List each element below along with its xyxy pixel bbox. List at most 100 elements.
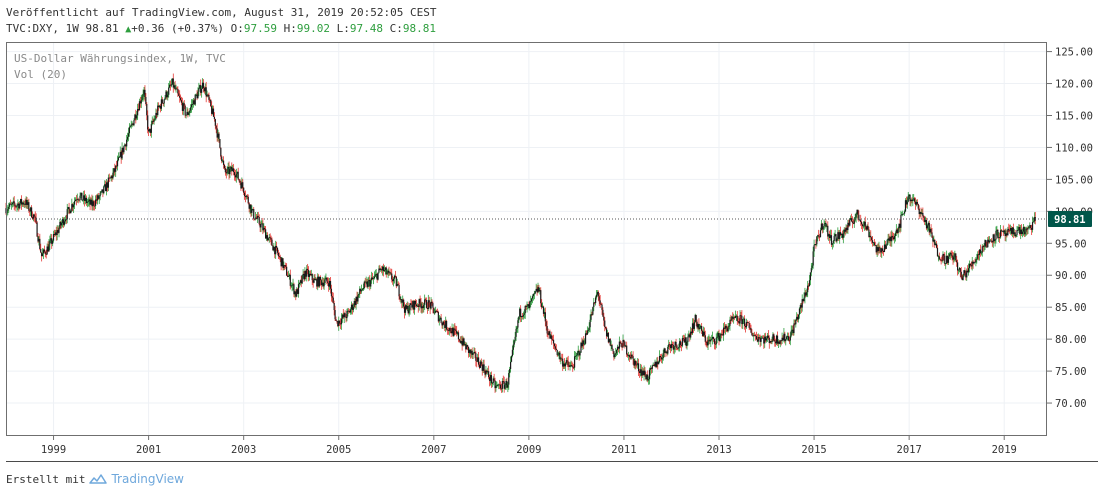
candle-body (79, 195, 81, 200)
candle-body (911, 199, 913, 201)
candle-body (820, 223, 822, 231)
candle-body (424, 299, 426, 305)
candle-body (332, 297, 334, 304)
candle-body (152, 121, 154, 122)
candle-body (1028, 226, 1030, 229)
candle-body (767, 335, 769, 338)
candle-body (986, 246, 988, 248)
candle-body (573, 356, 576, 368)
candle-body (719, 335, 721, 341)
candle-body (258, 216, 260, 224)
candle-body (318, 276, 321, 287)
candle-body (887, 238, 889, 240)
candle-body (653, 365, 655, 366)
candle-body (265, 229, 267, 239)
candle-body (667, 346, 669, 354)
candle-body (516, 327, 518, 329)
candle-body (114, 168, 116, 172)
last-price-badge (1048, 210, 1092, 227)
candle-body (148, 129, 150, 132)
candle-body (45, 253, 47, 255)
candle-body (932, 237, 934, 242)
candle-body (349, 310, 351, 313)
candle-body (198, 88, 200, 92)
candle-body (432, 303, 434, 308)
candle-body (1010, 227, 1013, 234)
candle-body (890, 236, 892, 242)
candle-body (191, 104, 194, 105)
candle-body (155, 112, 157, 119)
candle-body (710, 339, 712, 342)
candle-body (616, 346, 619, 350)
candle-body (244, 196, 247, 198)
candle-body (386, 273, 388, 275)
candle-body (700, 325, 702, 328)
candle-body (254, 218, 256, 220)
candle-body (546, 326, 548, 334)
candle-body (421, 306, 423, 309)
candle-body (103, 186, 105, 194)
candle-body (137, 109, 140, 111)
candle-body (446, 329, 449, 331)
candle-body (210, 99, 212, 107)
candle-body (821, 223, 823, 230)
candle-body (946, 255, 949, 263)
candle-body (853, 220, 855, 224)
candle-body (876, 247, 878, 253)
candle-body (197, 91, 199, 99)
candle-body (403, 299, 405, 307)
candle-body (567, 361, 569, 366)
candle-body (798, 308, 801, 315)
candle-body (582, 340, 584, 347)
candle-body (32, 214, 35, 219)
low-label: L: (336, 22, 350, 35)
candle-body (964, 270, 966, 274)
candle-body (478, 357, 480, 365)
candle-body (725, 325, 727, 329)
candle-body (449, 328, 451, 332)
candle-body (318, 276, 320, 287)
candle-body (566, 360, 568, 362)
candle-body (63, 221, 66, 225)
candle-body (126, 139, 128, 147)
candle-body (220, 147, 222, 157)
candle-body (608, 338, 610, 343)
candle-body (216, 128, 218, 138)
candle-body (962, 275, 964, 280)
candle-body (733, 317, 736, 319)
candle-body (119, 151, 121, 157)
candle-body (650, 368, 652, 369)
y-tick-label: 120.00 (1055, 79, 1093, 91)
y-tick-label: 105.00 (1055, 174, 1093, 186)
candle-body (927, 222, 929, 226)
candle-body (111, 176, 113, 179)
open-label: O: (230, 22, 244, 35)
candle-body (359, 288, 361, 294)
candle-body (9, 203, 11, 207)
candle-body (839, 232, 842, 235)
candle-body (188, 112, 190, 115)
candle-body (34, 216, 36, 218)
candle-body (981, 246, 983, 253)
candle-body (678, 346, 680, 349)
candle-body (749, 327, 751, 329)
tradingview-brand[interactable]: TradingView (111, 472, 184, 486)
candle-body (680, 344, 683, 346)
candle-body (952, 255, 954, 260)
y-tick-label: 95.00 (1055, 238, 1087, 250)
candle-body (451, 327, 453, 334)
candle-body (868, 229, 870, 237)
candle-body (841, 233, 844, 238)
candle-body (523, 313, 525, 315)
candle-body (490, 375, 492, 384)
candle-body (264, 227, 266, 230)
candle-body (626, 345, 628, 355)
candle-body (640, 369, 642, 376)
candle-body (702, 331, 705, 336)
candle-body (360, 288, 362, 292)
candle-body (935, 243, 937, 246)
candle-body (142, 94, 144, 97)
candle-body (936, 247, 939, 257)
candle-body (966, 270, 968, 278)
